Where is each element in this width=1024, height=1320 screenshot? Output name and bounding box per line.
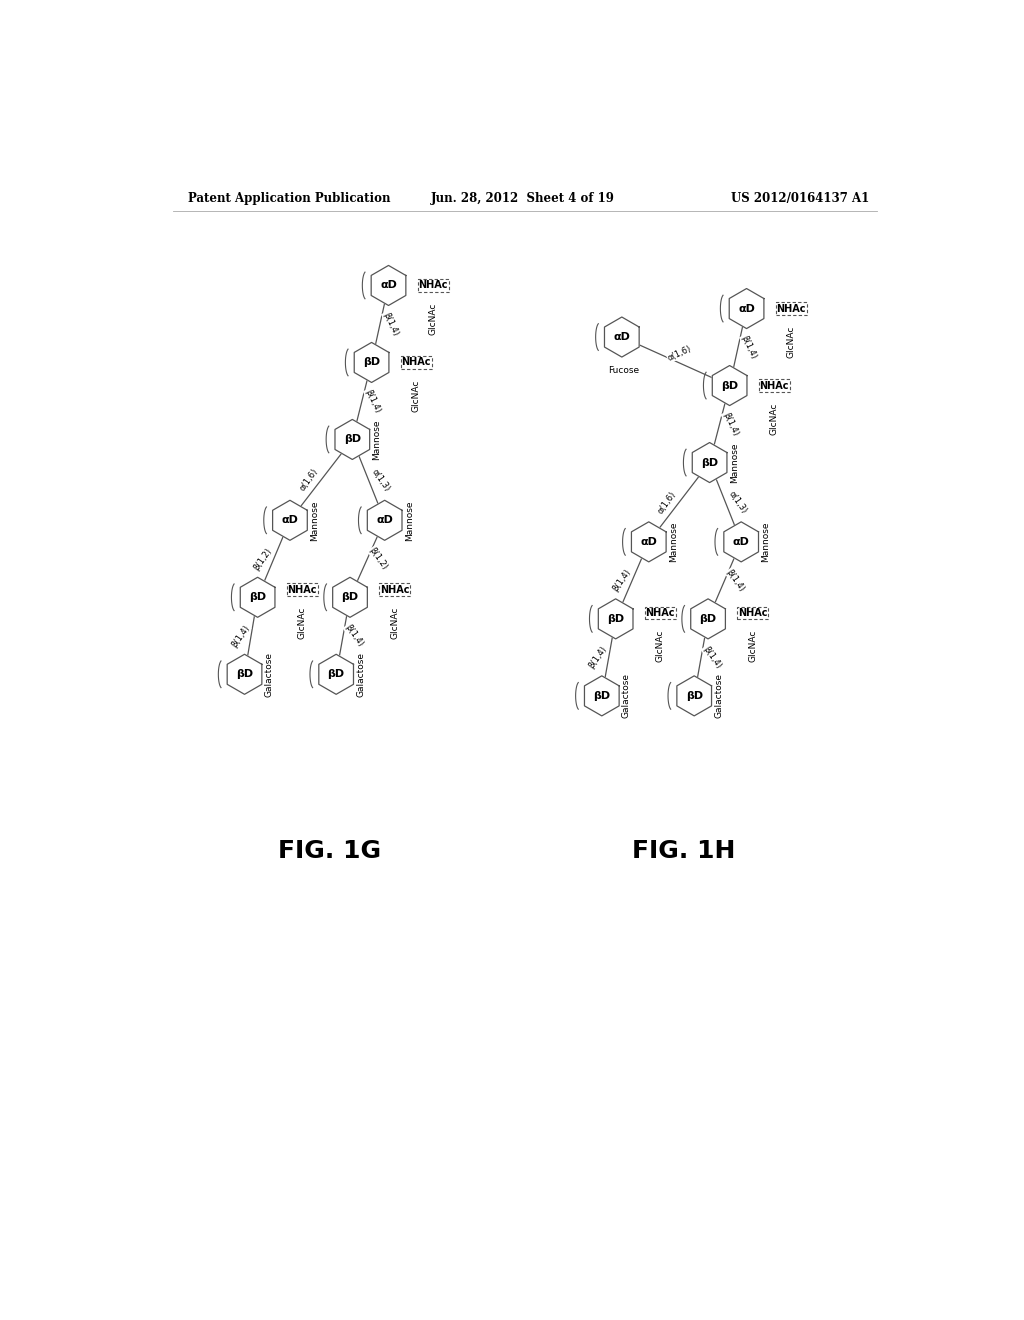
Text: βD: βD: [249, 593, 266, 602]
FancyBboxPatch shape: [418, 280, 449, 292]
Text: βD: βD: [593, 690, 610, 701]
Polygon shape: [333, 577, 368, 618]
Text: βD: βD: [328, 669, 345, 680]
Text: Mannose: Mannose: [404, 500, 414, 541]
Text: β(1,2): β(1,2): [368, 546, 389, 572]
Text: βD: βD: [344, 434, 360, 445]
Polygon shape: [729, 289, 764, 329]
Polygon shape: [677, 676, 712, 715]
Text: Mannose: Mannose: [373, 420, 382, 459]
FancyBboxPatch shape: [776, 302, 807, 314]
Text: α(1,6): α(1,6): [667, 345, 693, 363]
Text: β(1,4): β(1,4): [701, 644, 723, 671]
Polygon shape: [604, 317, 639, 358]
Text: β(1,4): β(1,4): [725, 568, 746, 593]
Text: βD: βD: [341, 593, 358, 602]
Text: αD: αD: [282, 515, 298, 525]
Text: βD: βD: [362, 358, 380, 367]
Polygon shape: [598, 599, 633, 639]
Text: β(1,4): β(1,4): [739, 334, 758, 360]
Text: NHAc: NHAc: [380, 585, 410, 594]
Text: Galactose: Galactose: [356, 652, 366, 697]
Text: β(1,4): β(1,4): [721, 411, 739, 437]
Text: α(1,3): α(1,3): [370, 467, 392, 492]
Polygon shape: [692, 442, 727, 483]
Text: αD: αD: [733, 537, 750, 546]
Text: Galactose: Galactose: [622, 673, 631, 718]
Text: Mannose: Mannose: [761, 521, 770, 562]
Text: GlcNAc: GlcNAc: [770, 403, 779, 434]
Text: α(1,6): α(1,6): [656, 490, 678, 515]
Text: GlcNAc: GlcNAc: [412, 379, 421, 412]
Text: FIG. 1G: FIG. 1G: [278, 840, 381, 863]
Polygon shape: [335, 420, 370, 459]
Text: Mannose: Mannose: [310, 500, 319, 541]
Polygon shape: [371, 265, 406, 305]
Text: Mannose: Mannose: [669, 521, 678, 562]
Text: βD: βD: [607, 614, 625, 624]
Text: GlcNAc: GlcNAc: [429, 302, 437, 335]
Text: β(1,2): β(1,2): [252, 546, 273, 572]
FancyBboxPatch shape: [379, 583, 410, 595]
Text: αD: αD: [376, 515, 393, 525]
Polygon shape: [227, 655, 262, 694]
Text: βD: βD: [701, 458, 718, 467]
Text: β(1,4): β(1,4): [343, 623, 365, 648]
Text: GlcNAc: GlcNAc: [655, 630, 665, 663]
Text: GlcNAc: GlcNAc: [298, 607, 307, 639]
Text: NHAc: NHAc: [776, 304, 806, 314]
Text: NHAc: NHAc: [760, 380, 790, 391]
Polygon shape: [354, 342, 389, 383]
Text: αD: αD: [640, 537, 657, 546]
Text: Galactose: Galactose: [264, 652, 273, 697]
Text: GlcNAc: GlcNAc: [786, 326, 796, 358]
Text: Patent Application Publication: Patent Application Publication: [188, 191, 391, 205]
Text: Jun. 28, 2012  Sheet 4 of 19: Jun. 28, 2012 Sheet 4 of 19: [431, 191, 614, 205]
Text: Fucose: Fucose: [608, 367, 639, 375]
Text: β(1,4): β(1,4): [364, 388, 382, 414]
Text: NHAc: NHAc: [288, 585, 317, 594]
Polygon shape: [585, 676, 620, 715]
Text: NHAc: NHAc: [419, 280, 447, 290]
Text: α(1,6): α(1,6): [298, 467, 319, 492]
Text: βD: βD: [721, 380, 738, 391]
Text: β(1,4): β(1,4): [229, 623, 251, 648]
Text: βD: βD: [699, 614, 717, 624]
Text: Galactose: Galactose: [715, 673, 723, 718]
FancyBboxPatch shape: [400, 356, 432, 368]
Text: αD: αD: [613, 333, 630, 342]
Text: US 2012/0164137 A1: US 2012/0164137 A1: [731, 191, 869, 205]
Text: βD: βD: [686, 690, 702, 701]
Text: NHAc: NHAc: [401, 358, 431, 367]
Polygon shape: [318, 655, 353, 694]
Text: αD: αD: [738, 304, 755, 314]
Text: α(1,3): α(1,3): [727, 490, 749, 515]
Text: NHAc: NHAc: [738, 607, 767, 618]
FancyBboxPatch shape: [737, 607, 768, 619]
Polygon shape: [241, 577, 275, 618]
Polygon shape: [368, 500, 402, 540]
Polygon shape: [713, 366, 746, 405]
Polygon shape: [632, 521, 666, 562]
Text: GlcNAc: GlcNAc: [749, 630, 757, 663]
FancyBboxPatch shape: [645, 607, 676, 619]
Text: βD: βD: [236, 669, 253, 680]
Polygon shape: [724, 521, 759, 562]
Text: GlcNAc: GlcNAc: [390, 607, 399, 639]
Polygon shape: [691, 599, 725, 639]
Text: Mannose: Mannose: [730, 442, 738, 483]
FancyBboxPatch shape: [759, 379, 790, 392]
Text: β(1,4): β(1,4): [382, 310, 400, 337]
Text: FIG. 1H: FIG. 1H: [632, 840, 735, 863]
Text: β(1,4): β(1,4): [610, 568, 632, 593]
Text: NHAc: NHAc: [645, 607, 675, 618]
FancyBboxPatch shape: [287, 583, 317, 595]
Text: β(1,4): β(1,4): [587, 644, 609, 671]
Text: αD: αD: [380, 280, 397, 290]
Polygon shape: [272, 500, 307, 540]
